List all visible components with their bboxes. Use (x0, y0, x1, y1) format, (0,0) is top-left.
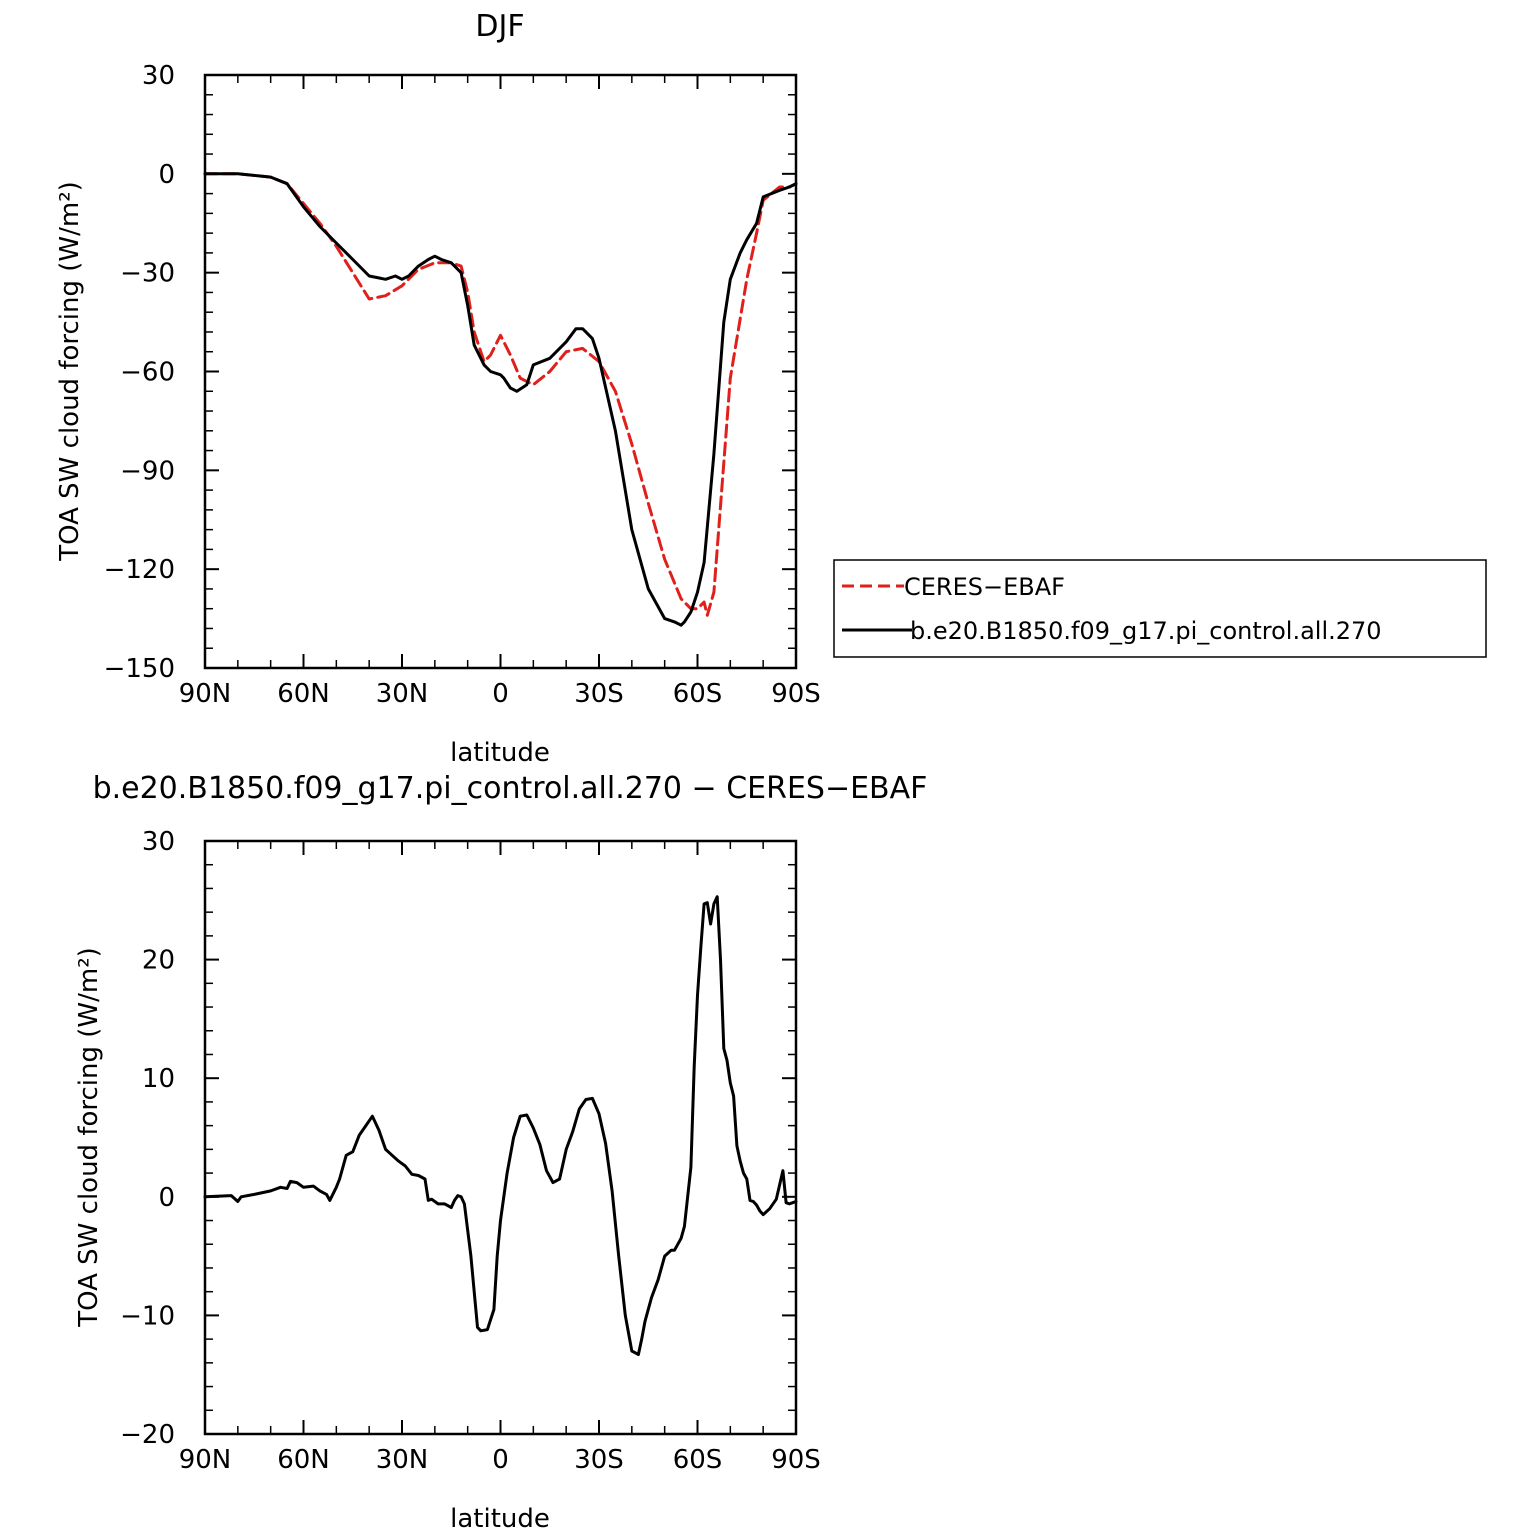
x-tick-label: 90N (179, 679, 232, 709)
y-tick-label: −60 (120, 358, 175, 388)
x-tick-label: 0 (492, 1445, 509, 1475)
top-panel: DJF TOA SW cloud forcing (W/m²) latitude… (55, 9, 821, 768)
legend-label-ceres: CERES−EBAF (904, 573, 1065, 601)
y-tick-label: −120 (104, 555, 175, 585)
x-tick-label: 30S (574, 1445, 624, 1475)
series-line-0-1 (203, 172, 798, 627)
y-tick-label: −30 (120, 259, 175, 289)
bottom-plot-frame (203, 839, 798, 1436)
x-tick-label: 60S (673, 1445, 723, 1475)
top-axis-ticks (204, 74, 797, 669)
series-line-1-0 (203, 895, 798, 1356)
top-tick-labels: 90N 60N 30N 0 30S 60S 90S 30 0 −30 −60 −90 −120 −150 (104, 61, 821, 709)
y-tick-label: 30 (142, 827, 175, 857)
x-tick-label: 30N (376, 679, 429, 709)
top-y-axis-title: TOA SW cloud forcing (W/m²) (55, 181, 85, 562)
x-tick-label: 0 (492, 679, 509, 709)
y-tick-label: 20 (142, 946, 175, 976)
bottom-plot-title: b.e20.B1850.f09_g17.pi_control.all.270 −… (93, 771, 928, 806)
legend: CERES−EBAF b.e20.B1850.f09_g17.pi_contro… (833, 559, 1487, 658)
bottom-plot-lines (203, 895, 798, 1356)
x-tick-label: 90S (771, 1445, 821, 1475)
y-tick-label: −90 (120, 456, 175, 486)
bottom-axis-ticks (204, 840, 797, 1435)
y-tick-label: 10 (142, 1064, 175, 1094)
x-tick-label: 60N (277, 679, 330, 709)
x-tick-label: 30N (376, 1445, 429, 1475)
top-plot-frame (203, 73, 798, 670)
top-x-axis-title: latitude (450, 738, 550, 768)
top-plot-lines (203, 172, 798, 627)
y-tick-label: 30 (142, 61, 175, 91)
legend-box (833, 559, 1487, 658)
x-tick-label: 90N (179, 1445, 232, 1475)
y-tick-label: −20 (120, 1420, 175, 1450)
x-tick-label: 60S (673, 679, 723, 709)
x-tick-label: 30S (574, 679, 624, 709)
series-line-0-0 (203, 172, 798, 617)
top-plot-title: DJF (475, 9, 524, 44)
y-tick-label: −10 (120, 1301, 175, 1331)
x-tick-label: 60N (277, 1445, 330, 1475)
y-tick-label: 0 (158, 160, 175, 190)
bottom-y-axis-title: TOA SW cloud forcing (W/m²) (74, 947, 104, 1328)
x-tick-label: 90S (771, 679, 821, 709)
y-tick-label: −150 (104, 654, 175, 684)
bottom-tick-labels: 90N 60N 30N 0 30S 60S 90S 30 20 10 0 −10 −20 (120, 827, 821, 1475)
legend-label-model: b.e20.B1850.f09_g17.pi_control.all.270 (910, 617, 1382, 645)
y-tick-label: 0 (158, 1183, 175, 1213)
bottom-x-axis-title: latitude (450, 1504, 550, 1534)
bottom-panel: b.e20.B1850.f09_g17.pi_control.all.270 −… (74, 771, 927, 1534)
